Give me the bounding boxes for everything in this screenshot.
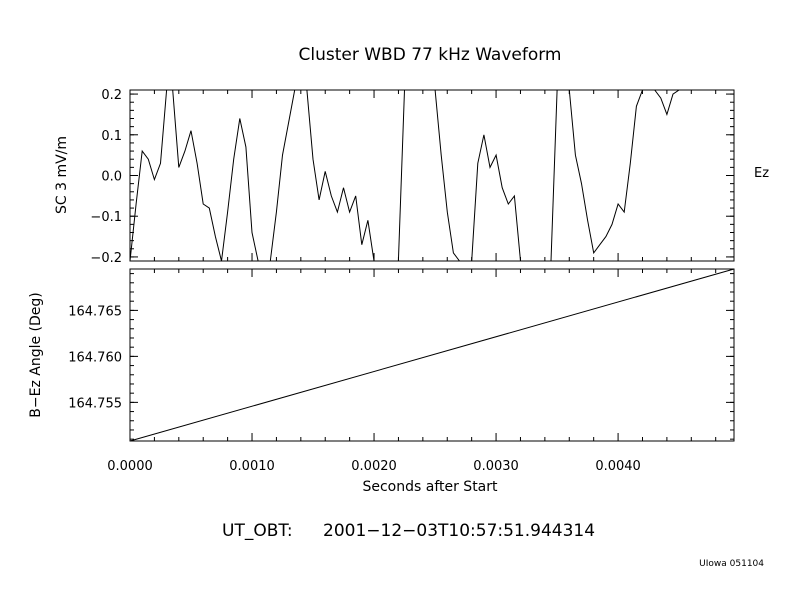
credit-label: UIowa 051104 <box>699 559 764 569</box>
chart-title: Cluster WBD 77 kHz Waveform <box>299 45 562 65</box>
x-tick-label: 0.0000 <box>107 459 153 474</box>
y-tick-label: −0.2 <box>90 251 122 266</box>
x-tick-labels: 0.0000 0.0010 0.0020 0.0030 0.0040 <box>107 459 641 474</box>
top-panel-ticks <box>129 90 734 261</box>
b-ez-angle-line <box>129 268 735 442</box>
y-tick-label: 164.760 <box>68 350 122 365</box>
x-tick-label: 0.0020 <box>351 459 397 474</box>
ez-channel-label: Ez <box>754 166 769 181</box>
y-tick-label: 0.2 <box>101 88 122 103</box>
top-panel-frame <box>129 89 735 262</box>
x-tick-label: 0.0040 <box>595 459 641 474</box>
top-panel: −0.2 −0.1 0.0 0.1 0.2 SC 3 mV/m Ez <box>54 88 769 266</box>
ut-obt-label: UT_OBT: <box>222 521 293 541</box>
ez-waveform-line <box>129 89 716 262</box>
y-tick-label: 0.0 <box>101 170 122 185</box>
ut-obt-value: 2001−12−03T10:57:51.944314 <box>323 521 595 541</box>
bottom-panel-ticks <box>129 269 734 441</box>
y-tick-label: 0.1 <box>101 129 122 144</box>
top-y-tick-labels: −0.2 −0.1 0.0 0.1 0.2 <box>90 88 122 266</box>
x-tick-label: 0.0010 <box>229 459 275 474</box>
bottom-y-axis-label: B−Ez Angle (Deg) <box>28 292 44 417</box>
bottom-panel-frame <box>129 268 735 442</box>
x-axis-label: Seconds after Start <box>362 479 498 495</box>
bottom-panel: 164.755 164.760 164.765 0.0000 0.0010 0.0020… <box>28 268 735 495</box>
y-tick-label: −0.1 <box>90 210 122 225</box>
top-y-axis-label: SC 3 mV/m <box>54 136 70 214</box>
x-tick-label: 0.0030 <box>473 459 519 474</box>
y-tick-label: 164.755 <box>68 396 122 411</box>
bottom-y-tick-labels: 164.755 164.760 164.765 <box>68 304 122 411</box>
y-tick-label: 164.765 <box>68 304 122 319</box>
